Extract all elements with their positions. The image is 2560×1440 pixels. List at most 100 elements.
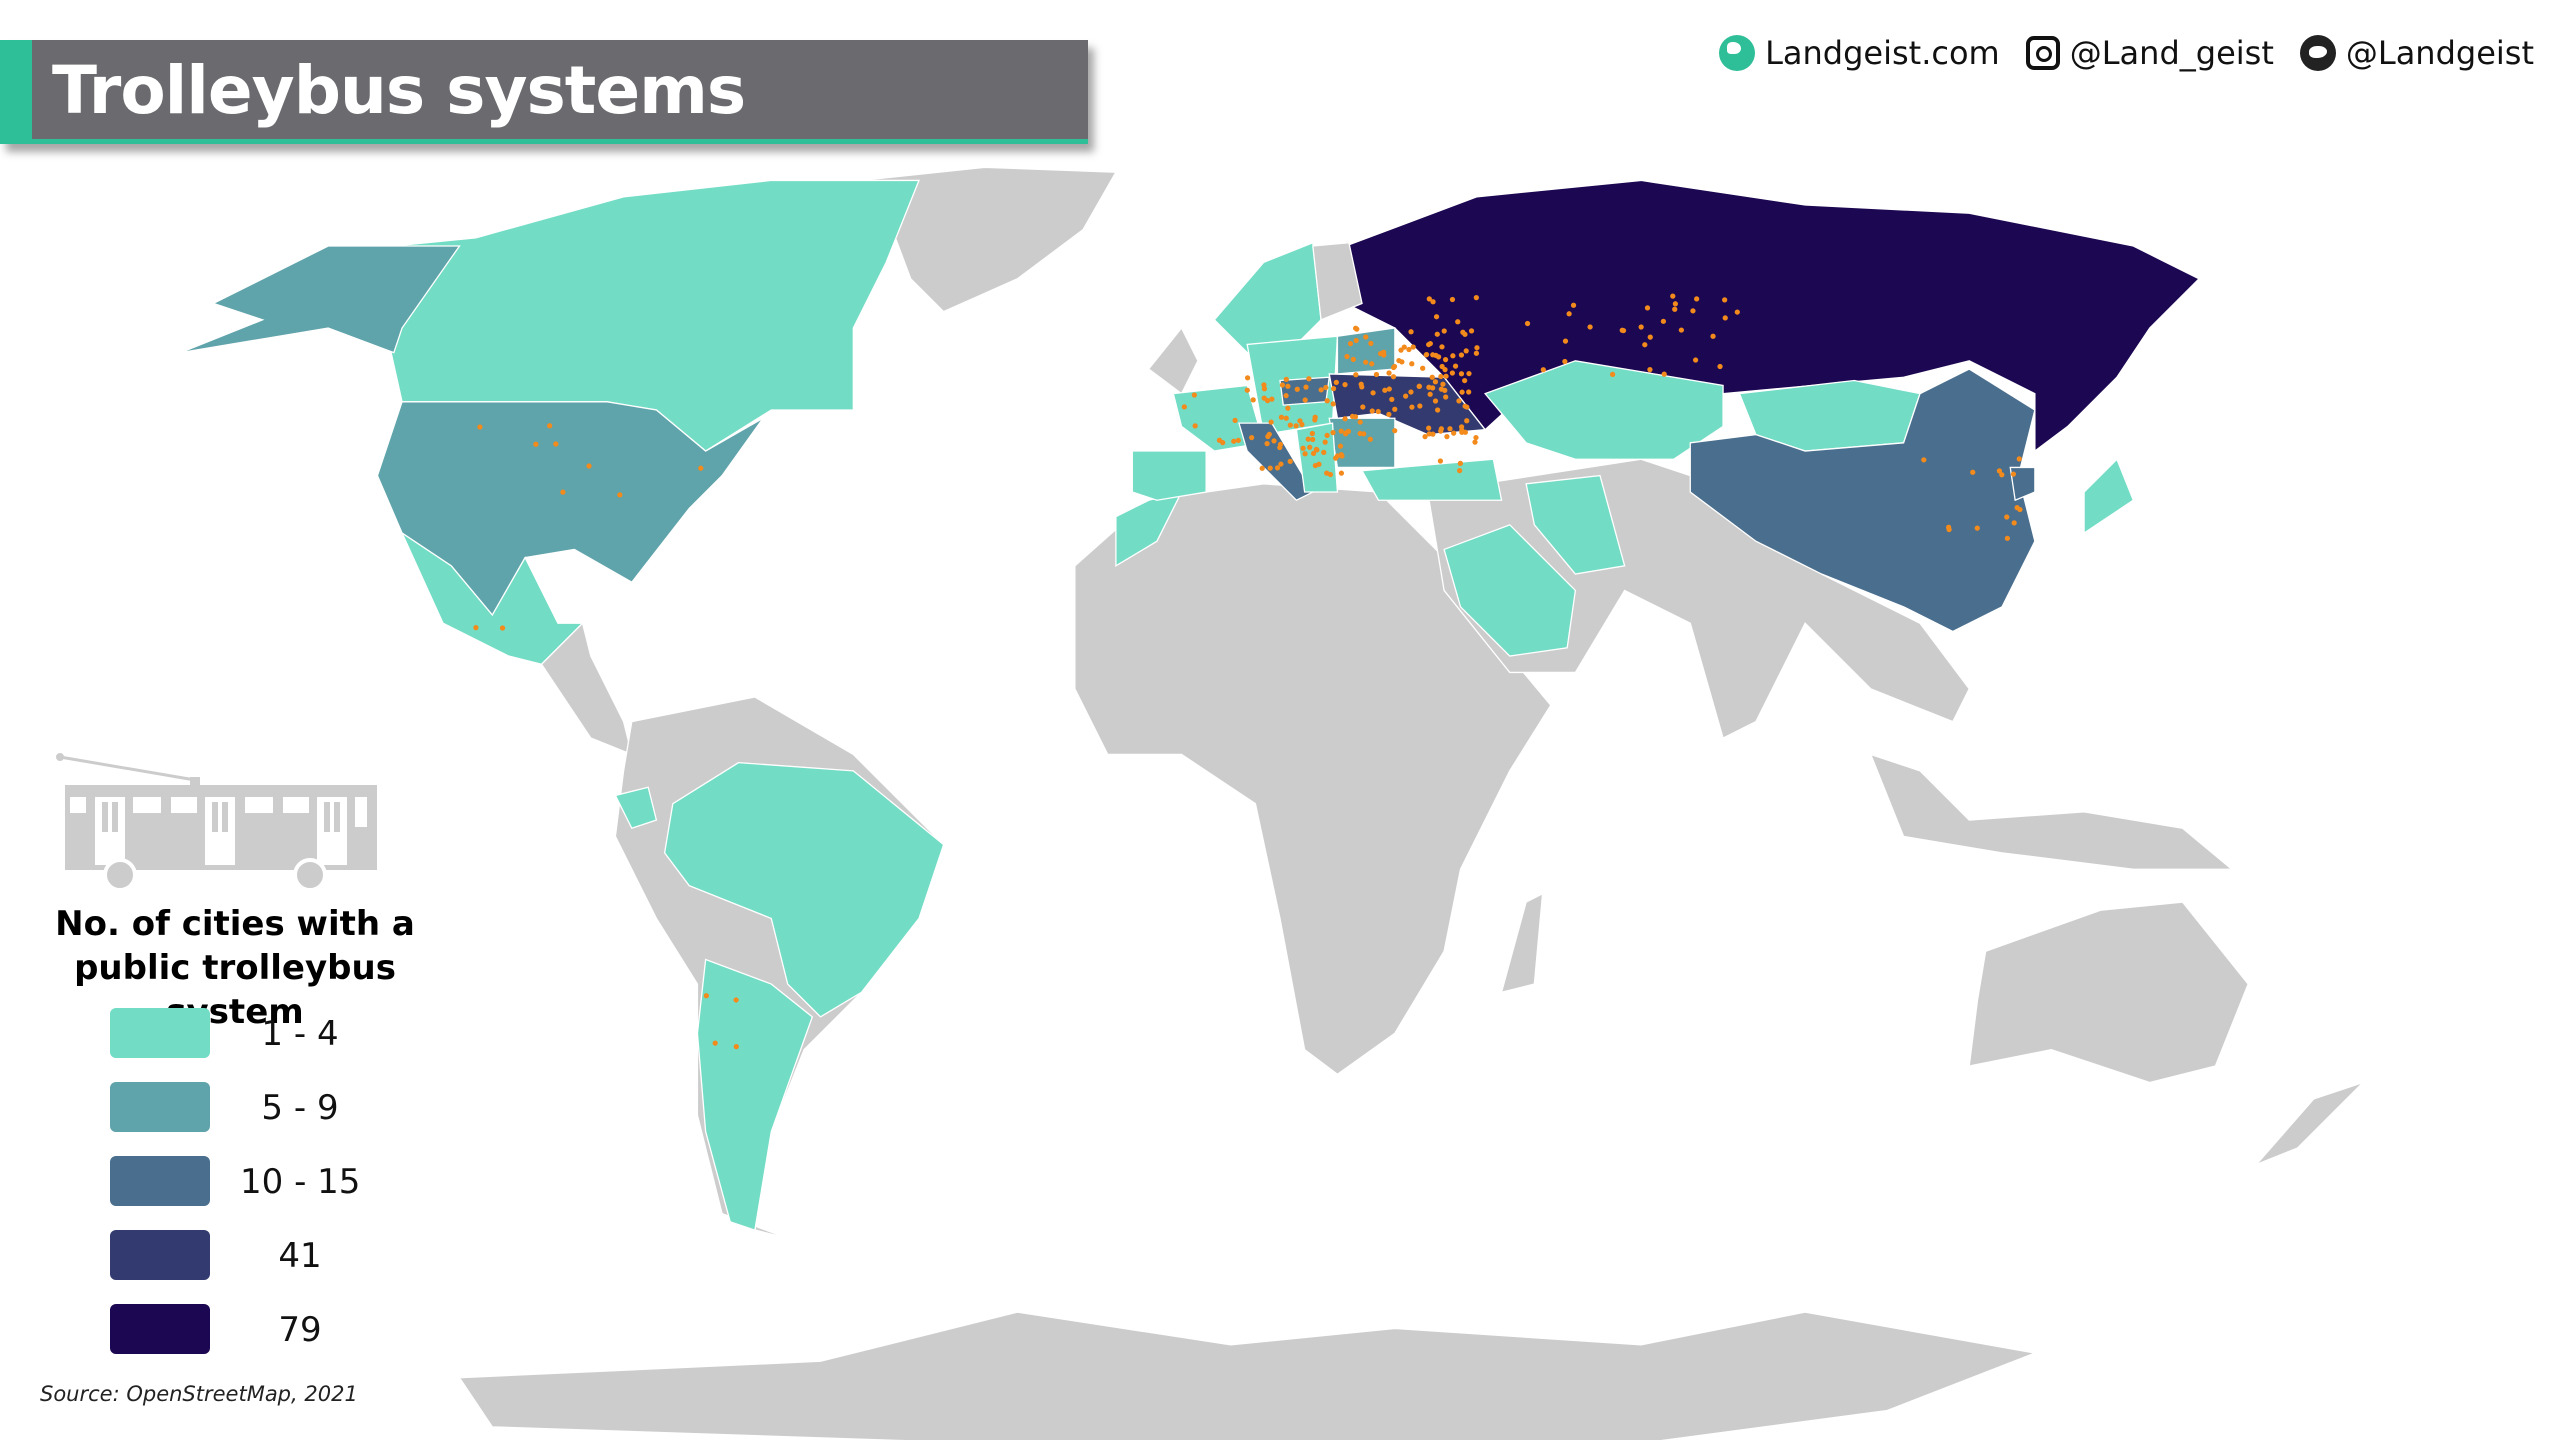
region-ecuador: [614, 786, 658, 830]
credit-instagram[interactable]: @Land_geist: [2025, 34, 2274, 72]
city-dot: [1279, 382, 1286, 388]
instagram-icon: [2025, 36, 2060, 70]
city-dot: [1430, 299, 1436, 305]
city-dot: [1430, 352, 1436, 358]
legend-swatch: [110, 1304, 210, 1354]
city-dot: [1417, 403, 1423, 409]
city-dot: [1338, 470, 1345, 476]
city-dot: [1570, 302, 1577, 308]
city-dot: [1330, 401, 1336, 407]
city-dot: [1660, 318, 1667, 324]
city-dot: [1661, 371, 1667, 377]
city-dot: [1220, 439, 1226, 446]
city-dot: [1287, 422, 1293, 428]
city-dot: [1294, 386, 1300, 392]
city-dot: [1345, 428, 1352, 434]
region-france: [1172, 384, 1265, 452]
city-dot: [1946, 526, 1952, 533]
city-dot: [1297, 418, 1303, 424]
city-dot: [1321, 449, 1327, 456]
city-dot: [1449, 296, 1456, 303]
credit-website[interactable]: Landgeist.com: [1719, 34, 2000, 72]
city-dot: [733, 1044, 739, 1050]
city-dot: [1429, 374, 1435, 380]
region-central-america: [540, 621, 633, 756]
city-dot: [1970, 469, 1976, 475]
city-dot: [1717, 363, 1723, 370]
city-dot: [1473, 295, 1479, 301]
city-dot: [1426, 431, 1432, 437]
credit-twitter[interactable]: @Landgeist: [2299, 34, 2534, 72]
city-dot: [1353, 372, 1359, 378]
city-dot: [1342, 381, 1348, 388]
city-dot: [1389, 396, 1395, 402]
city-dot: [1644, 305, 1651, 311]
city-dot: [1235, 437, 1241, 443]
city-dot: [1330, 386, 1337, 392]
region-madagascar: [1500, 892, 1544, 994]
city-dot: [1392, 428, 1398, 434]
city-dot: [1426, 296, 1432, 302]
city-dot: [1305, 436, 1311, 442]
legend-item: 79: [110, 1304, 322, 1354]
region-iberia: [1131, 450, 1207, 501]
city-dot: [1458, 424, 1465, 430]
city-dot: [1439, 344, 1445, 350]
region-romania-bulgaria: [1328, 417, 1396, 469]
city-dot: [1619, 327, 1625, 333]
city-dot: [1244, 375, 1251, 381]
city-dot: [1566, 311, 1572, 317]
city-dot: [1459, 429, 1465, 435]
city-dot: [1302, 397, 1308, 403]
city-dot: [1324, 398, 1330, 404]
legend-item: 5 - 9: [110, 1082, 339, 1132]
city-dot: [1409, 404, 1415, 410]
city-dot: [1303, 384, 1309, 390]
city-dot: [1352, 414, 1359, 420]
region-alaska: [180, 245, 461, 354]
city-dot: [1369, 408, 1375, 414]
city-dot: [1449, 370, 1456, 376]
city-dot: [1398, 347, 1404, 353]
city-dot: [1444, 433, 1450, 440]
city-dot: [1420, 365, 1426, 371]
city-dot: [1392, 406, 1398, 412]
city-dot: [1338, 428, 1344, 434]
city-dot: [1283, 415, 1289, 421]
city-dot: [1443, 394, 1449, 400]
city-dot: [1192, 423, 1198, 429]
region-morocco: [1115, 491, 1183, 567]
city-dot: [1441, 328, 1447, 334]
city-dot: [1426, 425, 1432, 431]
city-dot: [1381, 352, 1387, 358]
title-underline: [32, 139, 1088, 144]
website-label: Landgeist.com: [1765, 34, 2000, 72]
city-dot: [1264, 441, 1270, 447]
city-dot: [1442, 367, 1448, 373]
city-dot: [1309, 430, 1315, 437]
legend-item: 1 - 4: [110, 1008, 339, 1058]
region-sea-islands: [1869, 753, 2234, 870]
legend-swatch: [110, 1008, 210, 1058]
city-dot: [1442, 387, 1448, 393]
city-dot: [1324, 432, 1330, 439]
region-japan: [2083, 458, 2135, 535]
city-dot: [1344, 353, 1350, 360]
city-dot: [1278, 414, 1285, 420]
city-dot: [1333, 455, 1339, 461]
city-dot: [1403, 393, 1409, 399]
city-dot: [1278, 461, 1284, 467]
city-dot: [1999, 472, 2005, 478]
legend-label: 1 - 4: [261, 1014, 339, 1054]
region-australia: [1968, 901, 2249, 1084]
city-dot: [1277, 444, 1283, 451]
city-dot: [698, 465, 704, 471]
city-dot: [1310, 436, 1316, 443]
city-dot: [1466, 389, 1472, 395]
city-dot: [1452, 363, 1459, 369]
city-dot: [1690, 308, 1696, 314]
city-dot: [499, 625, 506, 631]
city-dot: [1609, 371, 1616, 377]
city-dot: [1433, 314, 1440, 320]
